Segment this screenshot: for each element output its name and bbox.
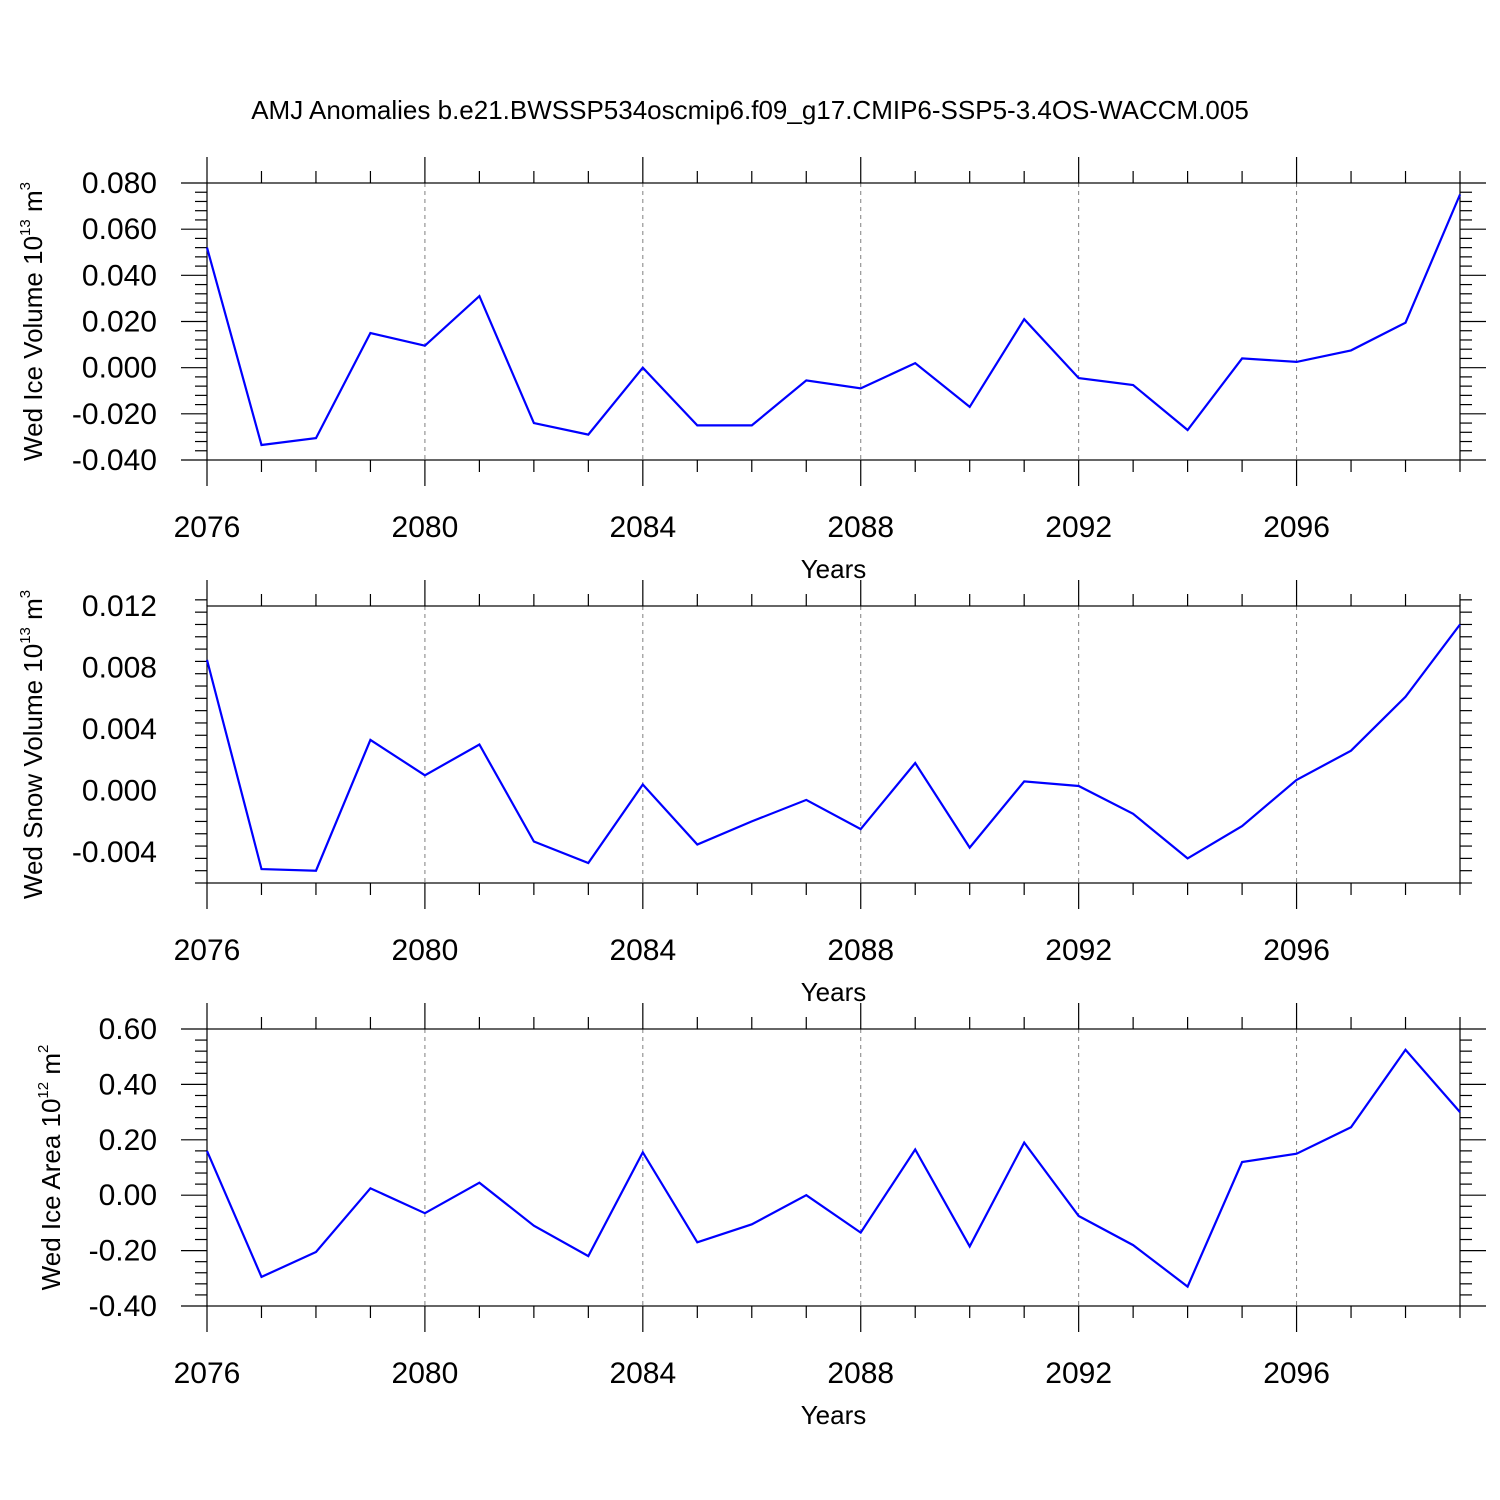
- x-tick-label: 2084: [609, 511, 676, 544]
- plot-frame: [206, 1028, 1461, 1307]
- x-tick-label: 2088: [827, 1357, 894, 1390]
- y-axis-title-part: Wed Ice Volume 10: [18, 236, 48, 461]
- y-tick-label: -0.040: [72, 444, 157, 477]
- x-tick-label: 2084: [609, 934, 676, 967]
- x-tick-label: 2096: [1263, 934, 1330, 967]
- y-tick-label: 0.40: [99, 1068, 157, 1101]
- y-axis-title: Wed Snow Volume 1013 m3: [17, 590, 48, 899]
- plot-frame: [206, 182, 1461, 461]
- y-tick-label: 0.008: [82, 652, 157, 685]
- y-tick-label: 0.080: [82, 167, 157, 200]
- x-axis-title: Years: [801, 554, 867, 584]
- x-tick-label: 2076: [174, 1357, 241, 1390]
- y-axis-title-superscript: 3: [17, 590, 34, 598]
- y-axis-title-part: m: [36, 1053, 66, 1082]
- y-tick-label: 0.040: [82, 259, 157, 292]
- series-line: [205, 1048, 1461, 1289]
- panel-2: -0.004 0.000 0.004 0.008 0.012 2076 2080 2084 20…: [17, 580, 1472, 1007]
- series-line: [205, 194, 1462, 447]
- y-tick-label: 0.000: [82, 775, 157, 808]
- x-tick-label: 2080: [392, 934, 459, 967]
- y-tick-label: 0.00: [99, 1179, 157, 1212]
- x-tick-label: 2096: [1263, 511, 1330, 544]
- y-axis-title-part: Wed Ice Area 10: [36, 1099, 66, 1291]
- y-tick-label: -0.40: [89, 1290, 157, 1323]
- x-tick-label: 2076: [174, 511, 241, 544]
- y-tick-label: -0.004: [72, 836, 157, 869]
- plot-frame: [206, 605, 1461, 884]
- y-tick-label: 0.000: [82, 352, 157, 385]
- y-axis-title-superscript: 2: [35, 1045, 52, 1053]
- y-axis-title-superscript: 12: [35, 1082, 52, 1099]
- y-axis-title: Wed Ice Volume 1013 m3: [17, 182, 48, 461]
- y-tick-label: 0.020: [82, 306, 157, 339]
- panels: -0.040 -0.020 0.000 0.020 0.040 0.060 0.080 207…: [17, 157, 1486, 1430]
- y-tick-label: -0.020: [72, 398, 157, 431]
- y-axis-title: Wed Ice Area 1012 m2: [35, 1045, 66, 1291]
- y-axis-title-part: m: [18, 598, 48, 627]
- x-tick-label: 2096: [1263, 1357, 1330, 1390]
- y-axis-title-superscript: 13: [17, 219, 34, 236]
- y-tick-label: 0.060: [82, 213, 157, 246]
- x-tick-label: 2076: [174, 934, 241, 967]
- panel-3: -0.40 -0.20 0.00 0.20 0.40 0.60 2076 2080 2084 20…: [35, 1003, 1486, 1430]
- x-tick-label: 2088: [827, 934, 894, 967]
- y-tick-label: -0.20: [89, 1235, 157, 1268]
- x-tick-label: 2092: [1045, 934, 1112, 967]
- panel-1: -0.040 -0.020 0.000 0.020 0.040 0.060 0.080 207…: [17, 157, 1486, 584]
- y-axis-title-superscript: 13: [17, 627, 34, 644]
- x-axis-title: Years: [801, 1400, 867, 1430]
- x-axis-title: Years: [801, 977, 867, 1007]
- y-tick-label: 0.60: [99, 1013, 157, 1046]
- y-tick-label: 0.004: [82, 713, 157, 746]
- y-axis-title-part: Wed Snow Volume 10: [18, 644, 48, 899]
- y-tick-label: 0.20: [99, 1124, 157, 1157]
- figure-title: AMJ Anomalies b.e21.BWSSP534oscmip6.f09_…: [251, 95, 1249, 125]
- x-tick-label: 2092: [1045, 1357, 1112, 1390]
- x-tick-label: 2080: [392, 511, 459, 544]
- y-axis-title-part: m: [18, 190, 48, 219]
- x-tick-label: 2084: [609, 1357, 676, 1390]
- x-tick-label: 2092: [1045, 511, 1112, 544]
- y-axis-title-superscript: 3: [17, 182, 34, 190]
- x-tick-label: 2088: [827, 511, 894, 544]
- x-tick-label: 2080: [392, 1357, 459, 1390]
- series-line: [205, 623, 1461, 872]
- y-tick-label: 0.012: [82, 590, 157, 623]
